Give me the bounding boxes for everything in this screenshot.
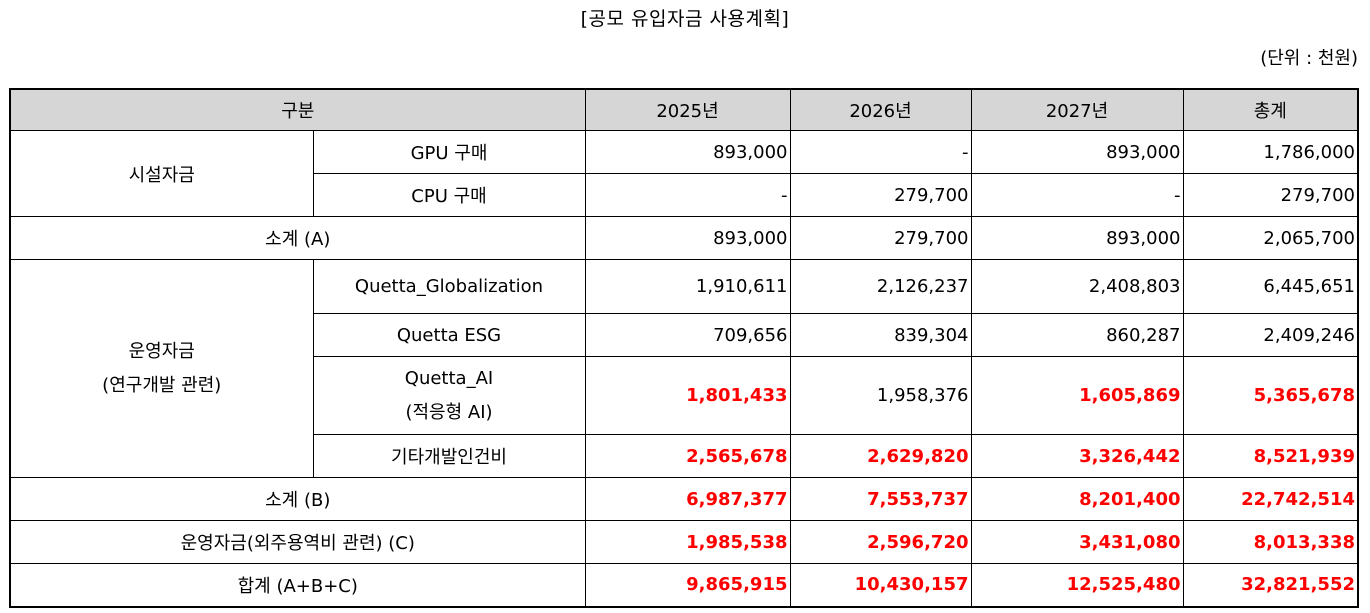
header-total: 총계 [1182, 88, 1359, 131]
cell-total: 8,013,338 [1182, 520, 1359, 564]
cell-2027: 8,201,400 [970, 477, 1184, 521]
cell-2027: 893,000 [970, 216, 1184, 260]
outsourcing-label: 운영자금(외주용역비 관련) (C) [9, 520, 586, 564]
cell-2026: 2,629,820 [789, 434, 972, 478]
cell-2025: 2,565,678 [584, 434, 791, 478]
row-item: Quetta ESG [312, 313, 586, 357]
table-row: Quetta ESG 709,656 839,304 860,287 2,409… [10, 313, 1359, 357]
cell-2026: 279,700 [789, 173, 972, 217]
subtotal-b-row: 소계 (B) 6,987,377 7,553,737 8,201,400 22,… [9, 477, 1359, 521]
unit-label: (단위 : 천원) [1260, 48, 1358, 69]
cell-2027: - [970, 173, 1184, 217]
cell-2025: 1,910,611 [584, 259, 791, 314]
cell-2027: 3,326,442 [970, 434, 1184, 478]
cell-total: 22,742,514 [1182, 477, 1359, 521]
cell-2026: 7,553,737 [789, 477, 972, 521]
table-row: 운영자금 (연구개발 관련) Quetta_Globalization 1,91… [9, 259, 1359, 478]
row-item-line1: Quetta_AI [404, 367, 494, 389]
table-row: CPU 구매 - 279,700 - 279,700 [10, 173, 1359, 217]
operating-label: 운영자금 (연구개발 관련) [9, 259, 314, 478]
cell-total: 1,786,000 [1182, 130, 1359, 174]
cell-2025: 9,865,915 [584, 563, 791, 607]
cell-2027: 3,431,080 [970, 520, 1184, 564]
cell-2026: 2,126,237 [789, 259, 972, 314]
operating-label-line1: 운영자금 [128, 340, 195, 362]
cell-2026: 2,596,720 [789, 520, 972, 564]
facility-label: 시설자금 [9, 130, 314, 217]
cell-2027: 860,287 [970, 313, 1184, 357]
row-item: 기타개발인건비 [312, 434, 586, 478]
cell-total: 2,065,700 [1182, 216, 1359, 260]
cell-2026: 1,958,376 [789, 356, 972, 435]
cell-2026: 10,430,157 [789, 563, 972, 607]
subtotal-a-label: 소계 (A) [9, 216, 586, 260]
row-item: Quetta_Globalization [312, 259, 586, 314]
cell-2025: 6,987,377 [584, 477, 791, 521]
header-row: 구분 2025년 2026년 2027년 총계 [9, 88, 1359, 131]
row-item-line2: (적응형 AI) [405, 401, 493, 423]
cell-total: 32,821,552 [1182, 563, 1359, 607]
cell-total: 2,409,246 [1182, 313, 1359, 357]
subtotal-b-label: 소계 (B) [9, 477, 586, 521]
cell-total: 8,521,939 [1182, 434, 1359, 478]
outsourcing-row: 운영자금(외주용역비 관련) (C) 1,985,538 2,596,720 3… [9, 520, 1359, 564]
fund-usage-table: 구분 2025년 2026년 2027년 총계 시설자금 GPU 구매 893,… [9, 88, 1359, 608]
cell-2026: 279,700 [789, 216, 972, 260]
cell-2027: 2,408,803 [970, 259, 1184, 314]
subtotal-a-row: 소계 (A) 893,000 279,700 893,000 2,065,700 [9, 216, 1359, 260]
operating-label-line2: (연구개발 관련) [102, 374, 222, 396]
cell-2026: - [789, 130, 972, 174]
row-item: CPU 구매 [312, 173, 586, 217]
table-row: 기타개발인건비 2,565,678 2,629,820 3,326,442 8,… [10, 434, 1359, 478]
grand-total-row: 합계 (A+B+C) 9,865,915 10,430,157 12,525,4… [9, 563, 1359, 607]
grand-total-label: 합계 (A+B+C) [9, 563, 586, 607]
row-item: GPU 구매 [312, 130, 586, 174]
row-item: Quetta_AI (적응형 AI) [312, 356, 586, 435]
header-2027: 2027년 [970, 88, 1184, 131]
cell-2027: 893,000 [970, 130, 1184, 174]
page-title: [공모 유입자금 사용계획] [580, 8, 790, 30]
cell-2026: 839,304 [789, 313, 972, 357]
cell-2025: 1,985,538 [584, 520, 791, 564]
cell-2025: 893,000 [584, 130, 791, 174]
table-row: Quetta_AI (적응형 AI) 1,801,433 1,958,376 1… [10, 356, 1359, 435]
cell-2025: 1,801,433 [584, 356, 791, 435]
cell-total: 6,445,651 [1182, 259, 1359, 314]
cell-2025: 893,000 [584, 216, 791, 260]
cell-2027: 12,525,480 [970, 563, 1184, 607]
cell-total: 279,700 [1182, 173, 1359, 217]
header-2026: 2026년 [789, 88, 972, 131]
cell-total: 5,365,678 [1182, 356, 1359, 435]
cell-2025: 709,656 [584, 313, 791, 357]
header-2025: 2025년 [584, 88, 791, 131]
table-row: 시설자금 GPU 구매 893,000 - 893,000 1,786,000 [9, 130, 1359, 217]
cell-2025: - [584, 173, 791, 217]
cell-2027: 1,605,869 [970, 356, 1184, 435]
header-category: 구분 [9, 88, 586, 131]
